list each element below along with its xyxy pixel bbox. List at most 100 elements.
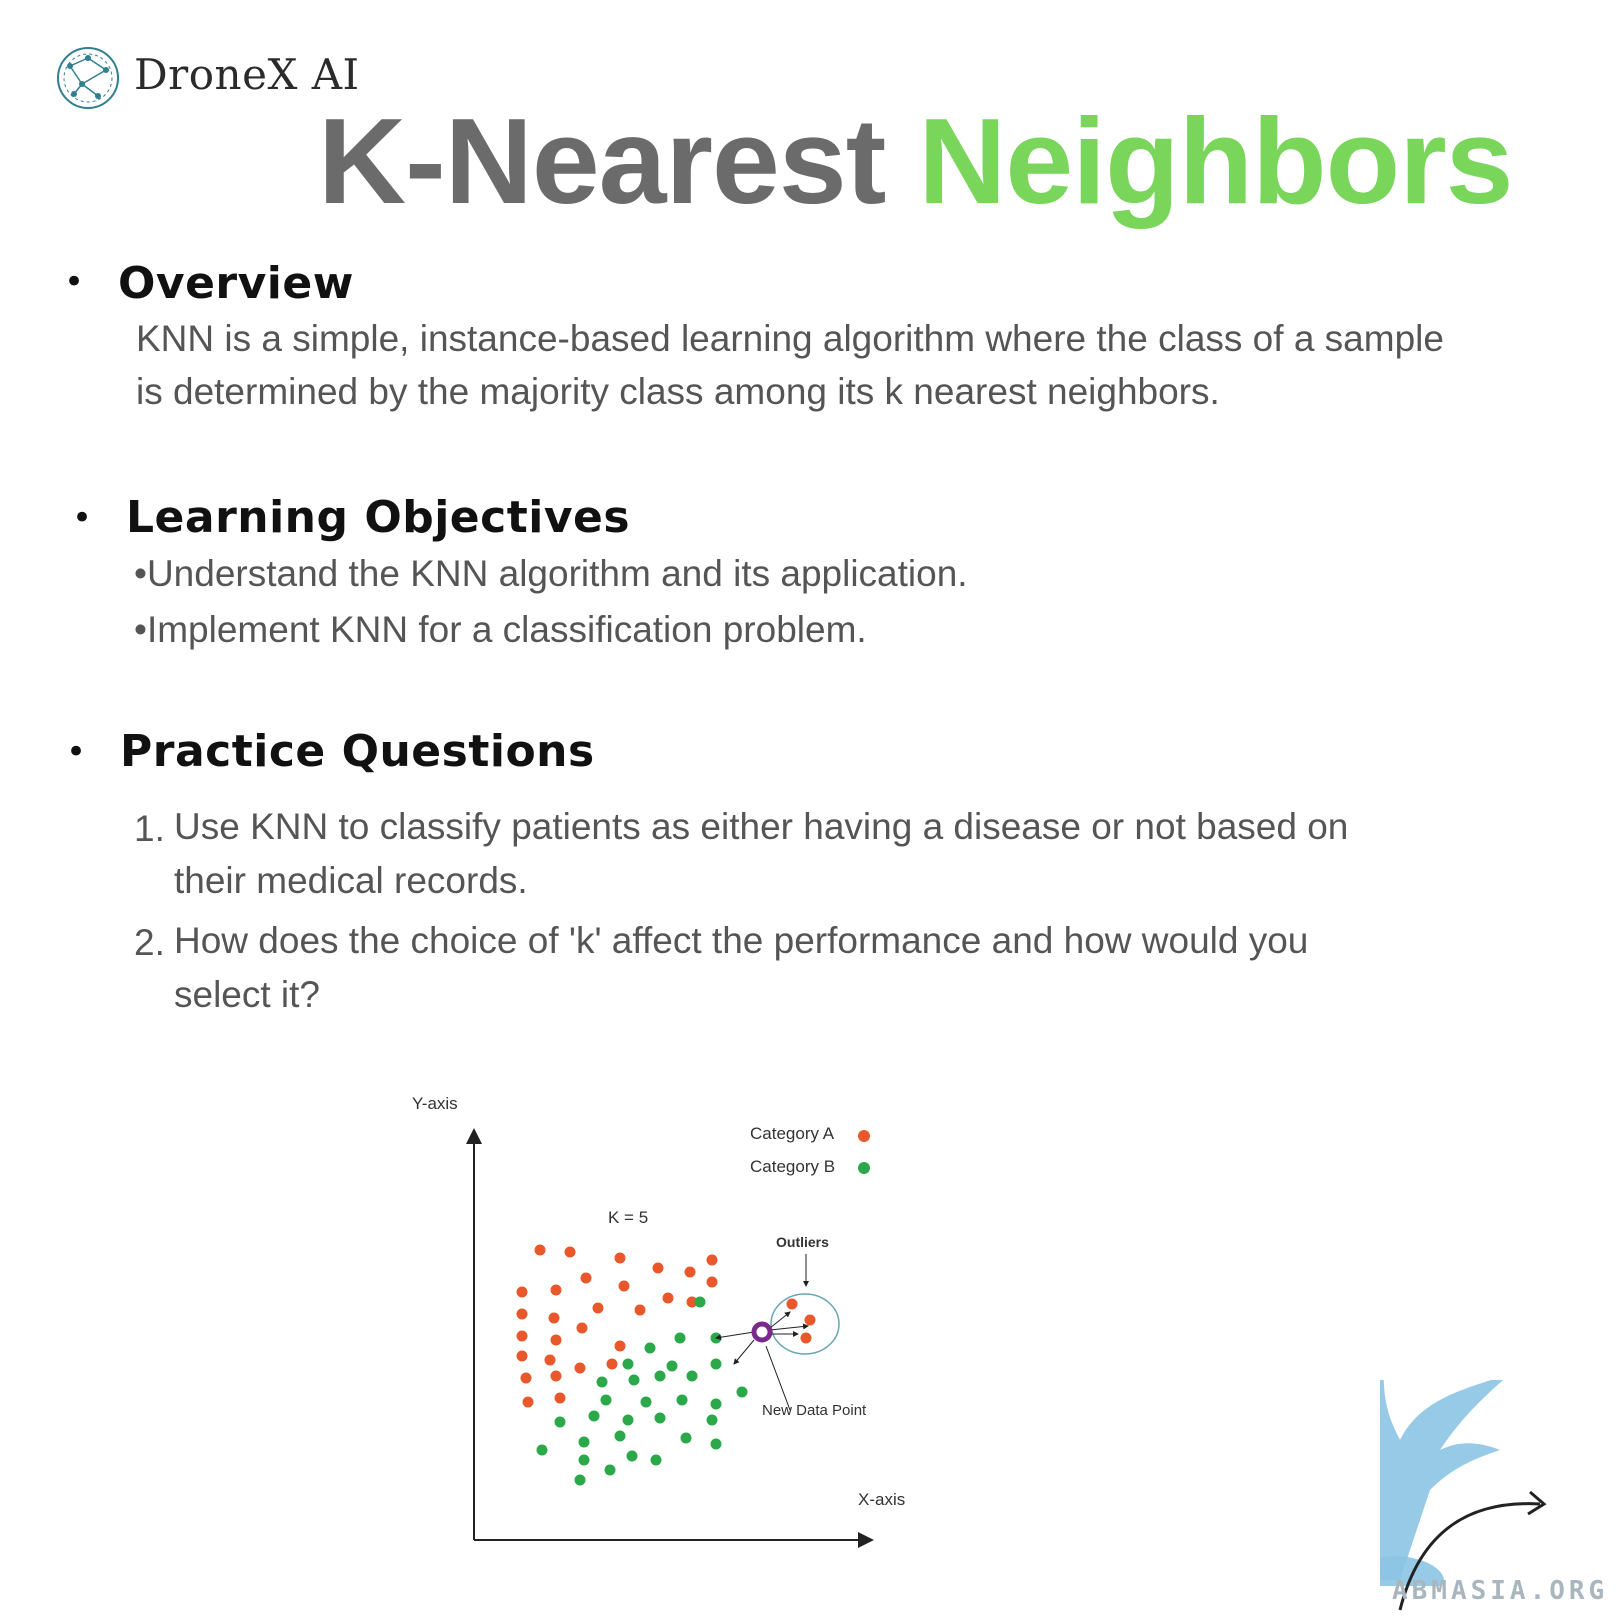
category-a-point <box>544 1354 556 1366</box>
category-a-point <box>554 1392 566 1404</box>
category-a-point <box>652 1262 664 1274</box>
question-line: Use KNN to classify patients as either h… <box>174 806 1349 847</box>
knn-diagram <box>466 1128 874 1548</box>
category-b-point <box>614 1430 626 1442</box>
category-a-point <box>550 1284 562 1296</box>
question-1: Use KNN to classify patients as either h… <box>174 800 1348 908</box>
category-b-point <box>686 1370 698 1382</box>
category-a-point <box>516 1350 528 1362</box>
question-line: their medical records. <box>174 860 528 901</box>
category-b-point <box>554 1416 566 1428</box>
category-a-point <box>550 1370 562 1382</box>
knn-figure: Y-axis X-axis Category A Category B K = … <box>410 1094 950 1580</box>
title-part-1: K-Nearest <box>318 93 886 229</box>
watermark-text: ABMASIA.ORG <box>1392 1576 1609 1606</box>
neighbor-arrows <box>715 1254 809 1411</box>
category-b-point <box>536 1444 548 1456</box>
bullet-icon: • <box>64 262 85 302</box>
category-b-point <box>600 1394 612 1406</box>
category-a-point <box>516 1308 528 1320</box>
category-a-point <box>548 1312 560 1324</box>
griffin-icon <box>1380 1380 1547 1611</box>
category-a-point <box>804 1314 816 1326</box>
bullet-icon: • <box>66 732 87 772</box>
question-line: How does the choice of 'k' affect the pe… <box>174 920 1309 961</box>
section-heading-practice: Practice Questions <box>120 726 595 777</box>
section-heading-overview: Overview <box>118 258 354 309</box>
category-a-point <box>564 1246 576 1258</box>
bullet-icon: • <box>72 498 93 538</box>
legend-dot-a <box>858 1130 870 1142</box>
category-b-point <box>644 1342 656 1354</box>
overview-text: KNN is a simple, instance-based learning… <box>136 312 1444 418</box>
category-a-point <box>522 1396 534 1408</box>
category-b-point <box>622 1414 634 1426</box>
overview-line: is determined by the majority class amon… <box>136 371 1220 412</box>
category-b-point <box>710 1438 722 1450</box>
category-b-point <box>654 1370 666 1382</box>
question-line: select it? <box>174 974 321 1015</box>
category-b-point <box>640 1396 652 1408</box>
category-a-point <box>520 1372 532 1384</box>
category-a-point <box>686 1296 698 1308</box>
category-a-point <box>516 1286 528 1298</box>
category-b-point <box>694 1296 706 1308</box>
category-a-point <box>634 1304 646 1316</box>
outliers-label: Outliers <box>776 1234 829 1250</box>
category-b-point <box>710 1398 722 1410</box>
category-b-point <box>622 1358 634 1370</box>
question-number: 1. <box>134 808 165 849</box>
category-b-point <box>676 1394 688 1406</box>
category-a-point <box>662 1292 674 1304</box>
category-a-point <box>580 1272 592 1284</box>
category-b-point <box>604 1464 616 1476</box>
category-a-point <box>606 1358 618 1370</box>
new-data-point <box>751 1321 773 1343</box>
category-b-point <box>588 1410 600 1422</box>
category-b-point <box>666 1360 678 1372</box>
data-points <box>516 1244 816 1486</box>
category-b-point <box>578 1454 590 1466</box>
title-part-2: Neighbors <box>918 93 1513 229</box>
category-b-point <box>626 1450 638 1462</box>
category-a-point <box>706 1276 718 1288</box>
category-a-point <box>550 1334 562 1346</box>
category-b-point <box>674 1332 686 1344</box>
question-number: 2. <box>134 922 165 963</box>
category-b-point <box>578 1436 590 1448</box>
x-axis-label: X-axis <box>858 1490 906 1509</box>
brand-name: DroneX AI <box>134 50 360 99</box>
question-2: How does the choice of 'k' affect the pe… <box>174 914 1308 1022</box>
category-a-point <box>592 1302 604 1314</box>
network-globe-icon <box>57 47 119 109</box>
legend-label-b: Category B <box>750 1157 836 1176</box>
legend-label-a: Category A <box>750 1124 835 1143</box>
overview-line: KNN is a simple, instance-based learning… <box>136 318 1444 359</box>
page-title: K-Nearest Neighbors <box>318 100 1514 222</box>
new-data-point-label: New Data Point <box>762 1402 867 1419</box>
category-b-point <box>710 1358 722 1370</box>
category-a-point <box>706 1254 718 1266</box>
objectives-list: •Understand the KNN algorithm and its ap… <box>134 546 968 658</box>
category-b-point <box>736 1386 748 1398</box>
outliers-circle <box>770 1293 840 1355</box>
y-axis-label: Y-axis <box>412 1094 458 1113</box>
category-b-point <box>706 1414 718 1426</box>
category-b-point <box>650 1454 662 1466</box>
brand: DroneX AI <box>54 44 384 114</box>
section-heading-objectives: Learning Objectives <box>126 492 631 543</box>
category-a-point <box>614 1252 626 1264</box>
k-label: K = 5 <box>608 1208 649 1227</box>
category-b-point <box>628 1374 640 1386</box>
category-b-point <box>654 1412 666 1424</box>
category-b-point <box>574 1474 586 1486</box>
category-b-point <box>680 1432 692 1444</box>
legend-dot-b <box>858 1162 870 1174</box>
category-a-point <box>574 1362 586 1374</box>
category-a-point <box>800 1332 812 1344</box>
category-a-point <box>618 1280 630 1292</box>
category-a-point <box>516 1330 528 1342</box>
category-a-point <box>534 1244 546 1256</box>
category-a-point <box>576 1322 588 1334</box>
category-a-point <box>786 1298 798 1310</box>
